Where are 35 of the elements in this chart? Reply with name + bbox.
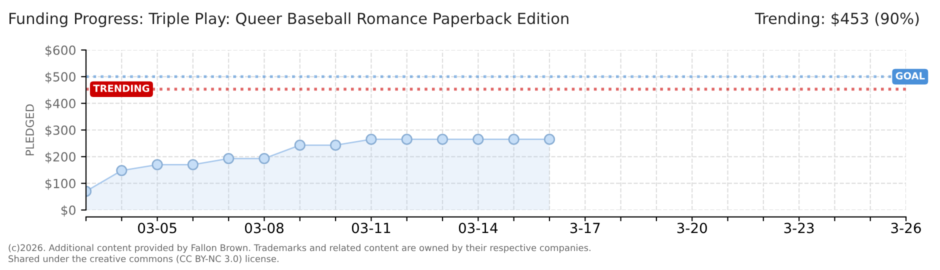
ref-line-label: TRENDING xyxy=(93,84,150,92)
point xyxy=(544,134,556,145)
x-tick-label: 03-05 xyxy=(138,222,176,234)
y-axis-title: PLEDGED xyxy=(26,104,34,156)
y-tick-label: $500 xyxy=(46,72,76,84)
point xyxy=(258,152,270,164)
point xyxy=(152,159,163,170)
x-tick-label: 3-20 xyxy=(677,222,707,234)
text: Shared under the creative commons (CC BY-NC 3.0) license. xyxy=(8,255,278,264)
x-tick-label: 03-11 xyxy=(352,222,390,234)
x-tick-label: 03-14 xyxy=(458,222,498,234)
ref-line-label: GOAL xyxy=(896,72,925,80)
point xyxy=(366,134,377,145)
point xyxy=(401,134,412,145)
point xyxy=(472,134,484,145)
y-tick-label: $400 xyxy=(46,98,76,110)
y-tick-label: $600 xyxy=(46,45,76,57)
y-tick-label: $200 xyxy=(46,152,76,164)
point xyxy=(508,134,520,145)
y-tick-label: $0 xyxy=(61,205,76,217)
text: (c)2026. Additional content provided by Fallon Brown. Trademarks and related content are owned by their respective companies. xyxy=(8,244,590,253)
chart-title: Funding Progress: Triple Play: Queer Baseball Romance Paperback Edition xyxy=(10,12,568,28)
point xyxy=(436,134,448,145)
y-tick-label: $300 xyxy=(46,125,76,137)
x-tick-label: 3-26 xyxy=(891,222,921,234)
point xyxy=(223,152,234,164)
point xyxy=(187,159,199,170)
y-tick-label: $100 xyxy=(46,178,76,190)
x-tick-label: 03-08 xyxy=(245,222,284,234)
x-tick-label: 3-17 xyxy=(570,222,600,234)
point xyxy=(294,140,306,151)
x-tick-label: 3-23 xyxy=(784,222,814,234)
point xyxy=(330,140,342,151)
chart-subtitle: Trending: $453 (90%) xyxy=(754,12,919,28)
point xyxy=(116,164,128,176)
